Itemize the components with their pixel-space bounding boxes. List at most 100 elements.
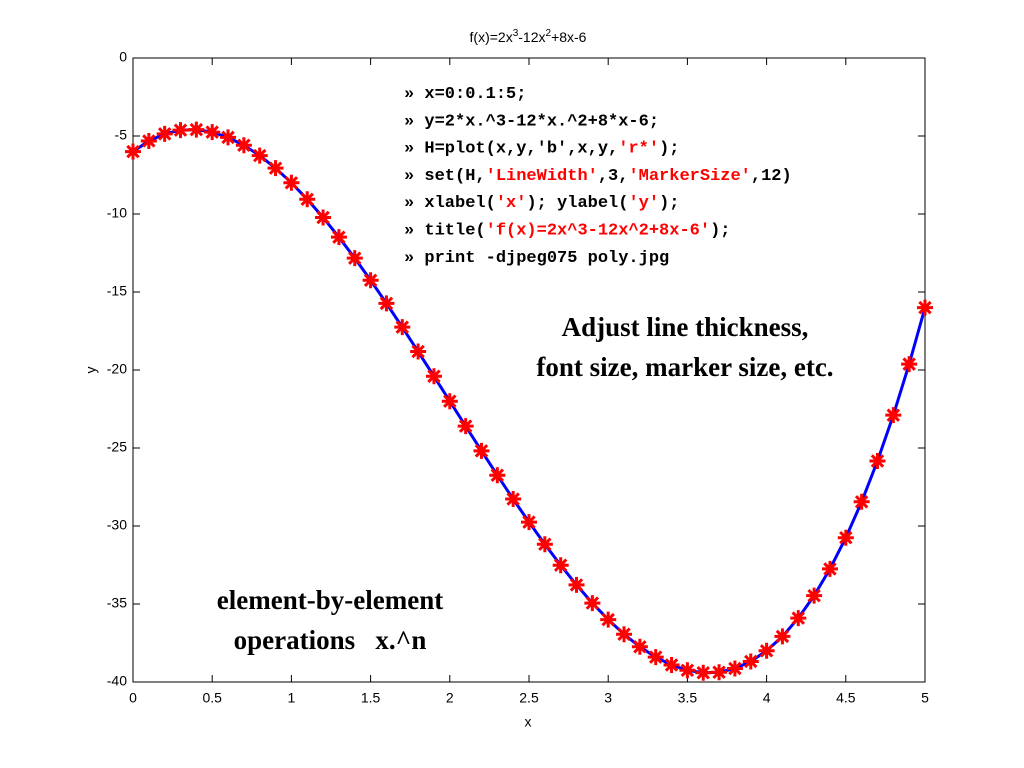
code-line: » print -djpeg075 poly.jpg: [404, 249, 669, 268]
marker: [457, 418, 474, 435]
marker: [917, 299, 933, 316]
code-part: 'x': [496, 195, 527, 214]
marker: [188, 121, 205, 138]
marker: [140, 132, 157, 149]
x-tick-label: 1: [288, 690, 296, 706]
marker: [172, 122, 189, 139]
y-tick-label: 0: [119, 49, 127, 65]
marker: [631, 638, 648, 655]
marker: [362, 272, 379, 289]
annotation: operations x.^n: [234, 625, 427, 655]
chart-title: f(x)=2x3-12x2+8x-6: [470, 28, 587, 45]
marker: [869, 453, 886, 470]
code-line: » title('f(x)=2x^3-12x^2+8x-6');: [404, 222, 730, 241]
marker: [663, 657, 680, 674]
marker: [220, 129, 237, 146]
marker: [853, 493, 870, 510]
x-tick-label: 4.5: [836, 690, 856, 706]
y-axis-label: y: [83, 367, 99, 374]
marker: [695, 664, 712, 681]
marker: [521, 514, 537, 531]
code-part: ,3,: [598, 167, 629, 186]
marker: [315, 209, 332, 226]
marker: [790, 610, 807, 627]
marker: [441, 393, 458, 410]
y-tick-label: -10: [107, 205, 127, 221]
marker: [821, 560, 838, 577]
y-tick-label: -40: [107, 673, 127, 689]
marker: [885, 407, 902, 424]
marker: [156, 125, 173, 142]
marker: [584, 595, 601, 612]
marker: [647, 649, 664, 666]
title-part: 2: [546, 28, 552, 39]
code-part: » print -djpeg075 poly.jpg: [404, 249, 669, 268]
marker: [410, 343, 427, 360]
y-tick-label: -30: [107, 517, 127, 533]
y-tick-label: -20: [107, 361, 127, 377]
x-axis-label: x: [525, 714, 532, 730]
y-tick-label: -35: [107, 595, 127, 611]
marker: [536, 536, 553, 553]
code-part: 'r*': [618, 140, 659, 159]
code-part: » set(H,: [404, 167, 486, 186]
x-tick-label: 4: [763, 690, 771, 706]
code-line: » H=plot(x,y,'b',x,y,'r*');: [404, 140, 679, 159]
marker: [616, 626, 633, 643]
title-part: -12x: [518, 29, 545, 45]
marker: [600, 611, 617, 628]
code-part: ,12): [751, 167, 792, 186]
code-part: 'LineWidth': [486, 167, 598, 186]
x-tick-label: 2: [446, 690, 454, 706]
annotation: font size, marker size, etc.: [536, 352, 833, 382]
y-tick-label: -15: [107, 283, 127, 299]
marker: [758, 642, 775, 659]
title-part: 3: [513, 28, 519, 39]
title-part: +8x-6: [551, 29, 587, 45]
code-part: » x=0:0.1:5;: [404, 85, 526, 104]
code-part: );: [659, 195, 679, 214]
marker: [568, 576, 585, 593]
marker: [711, 664, 728, 681]
x-tick-label: 1.5: [361, 690, 381, 706]
code-line: » xlabel('x'); ylabel('y');: [404, 195, 679, 214]
code-line: » set(H,'LineWidth',3,'MarkerSize',12): [404, 167, 792, 186]
y-tick-label: -5: [115, 127, 128, 143]
x-tick-label: 0.5: [202, 690, 222, 706]
marker: [742, 653, 759, 670]
marker: [901, 356, 918, 373]
code-part: » H=plot(x,y,'b',x,y,: [404, 140, 618, 159]
code-part: ); ylabel(: [526, 195, 628, 214]
code-line: » y=2*x.^3-12*x.^2+8*x-6;: [404, 113, 659, 132]
marker: [330, 229, 347, 246]
marker: [267, 160, 284, 177]
code-part: 'MarkerSize': [628, 167, 750, 186]
x-tick-label: 3: [604, 690, 612, 706]
marker: [726, 660, 743, 677]
marker: [204, 124, 221, 141]
code-part: );: [710, 222, 730, 241]
marker: [505, 491, 522, 508]
marker: [679, 662, 696, 679]
marker: [473, 442, 490, 459]
code-line: » x=0:0.1:5;: [404, 85, 526, 104]
code-part: 'y': [628, 195, 659, 214]
x-tick-label: 3.5: [678, 690, 698, 706]
marker: [774, 628, 791, 645]
x-tick-label: 5: [921, 690, 929, 706]
marker: [346, 250, 363, 267]
code-part: 'f(x)=2x^3-12x^2+8x-6': [486, 222, 710, 241]
marker: [425, 368, 442, 385]
marker: [235, 137, 252, 154]
marker: [806, 587, 823, 604]
marker: [251, 147, 268, 164]
code-part: » title(: [404, 222, 486, 241]
marker: [837, 529, 854, 546]
marker: [299, 191, 316, 208]
marker: [283, 174, 300, 191]
code-part: » y=2*x.^3-12*x.^2+8*x-6;: [404, 113, 659, 132]
x-tick-label: 2.5: [519, 690, 539, 706]
annotation: element-by-element: [217, 585, 443, 615]
